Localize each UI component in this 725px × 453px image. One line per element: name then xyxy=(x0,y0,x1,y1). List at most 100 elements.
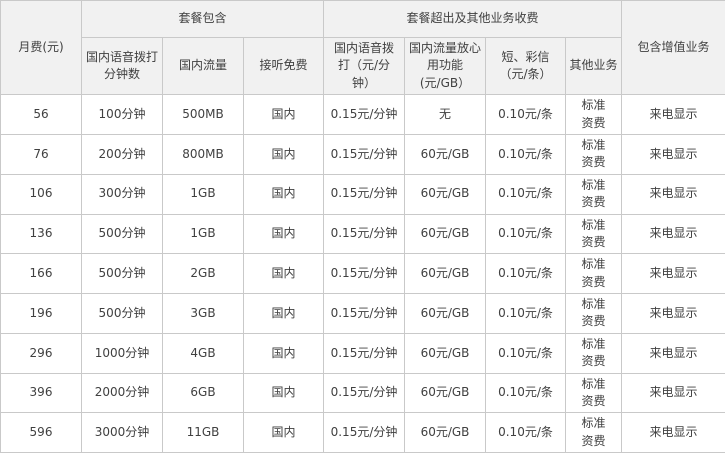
col-header-value-added: 包含增值业务 xyxy=(622,1,725,95)
cell-sms-rate: 0.10元/条 xyxy=(486,174,566,214)
cell-value-added: 来电显示 xyxy=(622,413,725,453)
cell-monthly-fee: 196 xyxy=(1,294,82,334)
cell-free-answer: 国内 xyxy=(244,174,324,214)
cell-value-added: 来电显示 xyxy=(622,254,725,294)
cell-data-allowance: 3GB xyxy=(163,294,244,334)
cell-voice-overage: 0.15元/分钟 xyxy=(324,254,405,294)
cell-value-added: 来电显示 xyxy=(622,174,725,214)
cell-free-answer: 国内 xyxy=(244,333,324,373)
cell-voice-overage: 0.15元/分钟 xyxy=(324,294,405,334)
cell-free-answer: 国内 xyxy=(244,95,324,135)
cell-voice-overage: 0.15元/分钟 xyxy=(324,373,405,413)
cell-other-business: 标准 资费 xyxy=(566,254,622,294)
table-row: 296 1000分钟 4GB 国内 0.15元/分钟 60元/GB 0.10元/… xyxy=(1,333,725,373)
cell-data-overage: 60元/GB xyxy=(405,134,486,174)
table-row: 106 300分钟 1GB 国内 0.15元/分钟 60元/GB 0.10元/条… xyxy=(1,174,725,214)
header-group-row: 月费(元) 套餐包含 套餐超出及其他业务收费 包含增值业务 xyxy=(1,1,725,38)
cell-voice-minutes: 2000分钟 xyxy=(82,373,163,413)
header-sub-row: 国内语音拨打 分钟数 国内流量 接听免费 国内语音拨 打（元/分 钟） 国内流量… xyxy=(1,38,725,95)
cell-sms-rate: 0.10元/条 xyxy=(486,95,566,135)
cell-voice-minutes: 1000分钟 xyxy=(82,333,163,373)
cell-value-added: 来电显示 xyxy=(622,214,725,254)
cell-sms-rate: 0.10元/条 xyxy=(486,294,566,334)
cell-voice-minutes: 500分钟 xyxy=(82,294,163,334)
cell-data-allowance: 1GB xyxy=(163,214,244,254)
cell-voice-overage: 0.15元/分钟 xyxy=(324,174,405,214)
table-row: 166 500分钟 2GB 国内 0.15元/分钟 60元/GB 0.10元/条… xyxy=(1,254,725,294)
cell-data-allowance: 500MB xyxy=(163,95,244,135)
cell-monthly-fee: 76 xyxy=(1,134,82,174)
col-header-other-business: 其他业务 xyxy=(566,38,622,95)
cell-sms-rate: 0.10元/条 xyxy=(486,254,566,294)
cell-data-overage: 60元/GB xyxy=(405,294,486,334)
cell-data-allowance: 1GB xyxy=(163,174,244,214)
cell-data-overage: 60元/GB xyxy=(405,413,486,453)
cell-data-allowance: 2GB xyxy=(163,254,244,294)
cell-other-business: 标准 资费 xyxy=(566,174,622,214)
col-header-voice-minutes: 国内语音拨打 分钟数 xyxy=(82,38,163,95)
cell-value-added: 来电显示 xyxy=(622,294,725,334)
table-row: 196 500分钟 3GB 国内 0.15元/分钟 60元/GB 0.10元/条… xyxy=(1,294,725,334)
cell-value-added: 来电显示 xyxy=(622,134,725,174)
cell-voice-overage: 0.15元/分钟 xyxy=(324,214,405,254)
cell-free-answer: 国内 xyxy=(244,134,324,174)
cell-monthly-fee: 166 xyxy=(1,254,82,294)
cell-voice-minutes: 500分钟 xyxy=(82,214,163,254)
cell-sms-rate: 0.10元/条 xyxy=(486,333,566,373)
cell-value-added: 来电显示 xyxy=(622,333,725,373)
cell-monthly-fee: 106 xyxy=(1,174,82,214)
cell-voice-minutes: 3000分钟 xyxy=(82,413,163,453)
cell-data-overage: 60元/GB xyxy=(405,214,486,254)
cell-data-overage: 60元/GB xyxy=(405,174,486,214)
cell-free-answer: 国内 xyxy=(244,373,324,413)
cell-other-business: 标准 资费 xyxy=(566,294,622,334)
table-row: 136 500分钟 1GB 国内 0.15元/分钟 60元/GB 0.10元/条… xyxy=(1,214,725,254)
table-row: 596 3000分钟 11GB 国内 0.15元/分钟 60元/GB 0.10元… xyxy=(1,413,725,453)
cell-monthly-fee: 136 xyxy=(1,214,82,254)
cell-voice-overage: 0.15元/分钟 xyxy=(324,413,405,453)
col-header-data-overage: 国内流量放心 用功能 (元/GB） xyxy=(405,38,486,95)
cell-sms-rate: 0.10元/条 xyxy=(486,134,566,174)
cell-data-allowance: 6GB xyxy=(163,373,244,413)
cell-voice-overage: 0.15元/分钟 xyxy=(324,333,405,373)
cell-data-overage: 60元/GB xyxy=(405,333,486,373)
col-header-free-answer: 接听免费 xyxy=(244,38,324,95)
cell-voice-minutes: 100分钟 xyxy=(82,95,163,135)
col-group-overage-charges: 套餐超出及其他业务收费 xyxy=(324,1,622,38)
cell-value-added: 来电显示 xyxy=(622,373,725,413)
cell-voice-overage: 0.15元/分钟 xyxy=(324,134,405,174)
cell-other-business: 标准 资费 xyxy=(566,134,622,174)
col-header-sms-rate: 短、彩信 （元/条） xyxy=(486,38,566,95)
cell-voice-minutes: 200分钟 xyxy=(82,134,163,174)
cell-sms-rate: 0.10元/条 xyxy=(486,214,566,254)
table-row: 396 2000分钟 6GB 国内 0.15元/分钟 60元/GB 0.10元/… xyxy=(1,373,725,413)
table-body: 56 100分钟 500MB 国内 0.15元/分钟 无 0.10元/条 标准 … xyxy=(1,95,725,453)
cell-voice-minutes: 300分钟 xyxy=(82,174,163,214)
cell-data-overage: 60元/GB xyxy=(405,254,486,294)
cell-sms-rate: 0.10元/条 xyxy=(486,373,566,413)
table-row: 76 200分钟 800MB 国内 0.15元/分钟 60元/GB 0.10元/… xyxy=(1,134,725,174)
cell-other-business: 标准 资费 xyxy=(566,214,622,254)
cell-free-answer: 国内 xyxy=(244,294,324,334)
cell-other-business: 标准 资费 xyxy=(566,333,622,373)
cell-monthly-fee: 596 xyxy=(1,413,82,453)
cell-value-added: 来电显示 xyxy=(622,95,725,135)
cell-monthly-fee: 396 xyxy=(1,373,82,413)
cell-data-overage: 60元/GB xyxy=(405,373,486,413)
col-header-monthly-fee: 月费(元) xyxy=(1,1,82,95)
cell-other-business: 标准 资费 xyxy=(566,373,622,413)
cell-data-allowance: 11GB xyxy=(163,413,244,453)
table-header: 月费(元) 套餐包含 套餐超出及其他业务收费 包含增值业务 国内语音拨打 分钟数… xyxy=(1,1,725,95)
cell-sms-rate: 0.10元/条 xyxy=(486,413,566,453)
col-header-data-allowance: 国内流量 xyxy=(163,38,244,95)
cell-free-answer: 国内 xyxy=(244,254,324,294)
cell-other-business: 标准 资费 xyxy=(566,413,622,453)
cell-free-answer: 国内 xyxy=(244,214,324,254)
table-row: 56 100分钟 500MB 国内 0.15元/分钟 无 0.10元/条 标准 … xyxy=(1,95,725,135)
cell-monthly-fee: 56 xyxy=(1,95,82,135)
cell-data-allowance: 4GB xyxy=(163,333,244,373)
col-header-voice-overage: 国内语音拨 打（元/分 钟） xyxy=(324,38,405,95)
cell-free-answer: 国内 xyxy=(244,413,324,453)
col-group-package-includes: 套餐包含 xyxy=(82,1,324,38)
